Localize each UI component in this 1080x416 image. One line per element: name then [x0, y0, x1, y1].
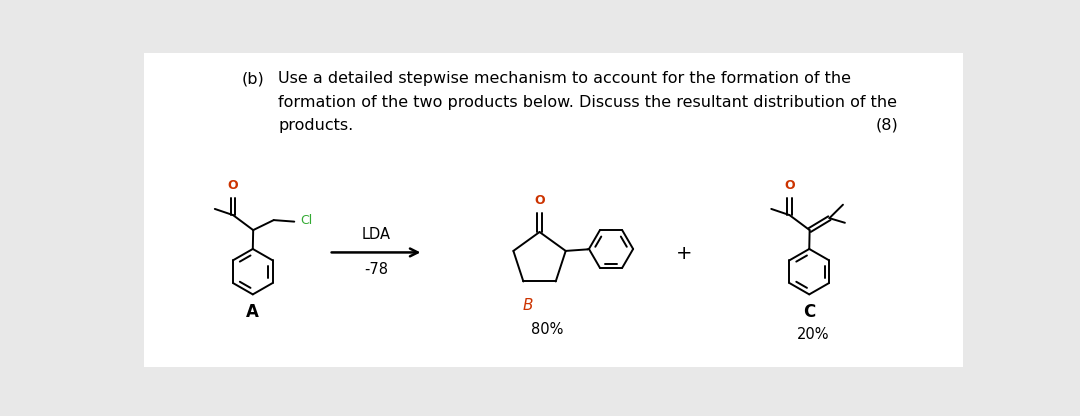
Text: -78: -78 — [364, 262, 388, 277]
Text: products.: products. — [279, 118, 353, 133]
Text: +: + — [675, 244, 692, 262]
Text: 80%: 80% — [531, 322, 564, 337]
Text: Cl: Cl — [300, 213, 312, 227]
Text: LDA: LDA — [362, 227, 391, 242]
Text: A: A — [246, 303, 259, 321]
Text: O: O — [535, 194, 545, 208]
FancyBboxPatch shape — [145, 53, 962, 367]
Text: O: O — [228, 179, 239, 192]
Text: Use a detailed stepwise mechanism to account for the formation of the: Use a detailed stepwise mechanism to acc… — [279, 72, 851, 87]
Text: C: C — [804, 303, 815, 321]
Text: (8): (8) — [876, 118, 899, 133]
Text: (b): (b) — [242, 72, 265, 87]
Text: O: O — [784, 179, 795, 192]
Text: 20%: 20% — [797, 327, 829, 342]
Text: formation of the two products below. Discuss the resultant distribution of the: formation of the two products below. Dis… — [279, 94, 897, 109]
Text: B: B — [523, 298, 534, 313]
